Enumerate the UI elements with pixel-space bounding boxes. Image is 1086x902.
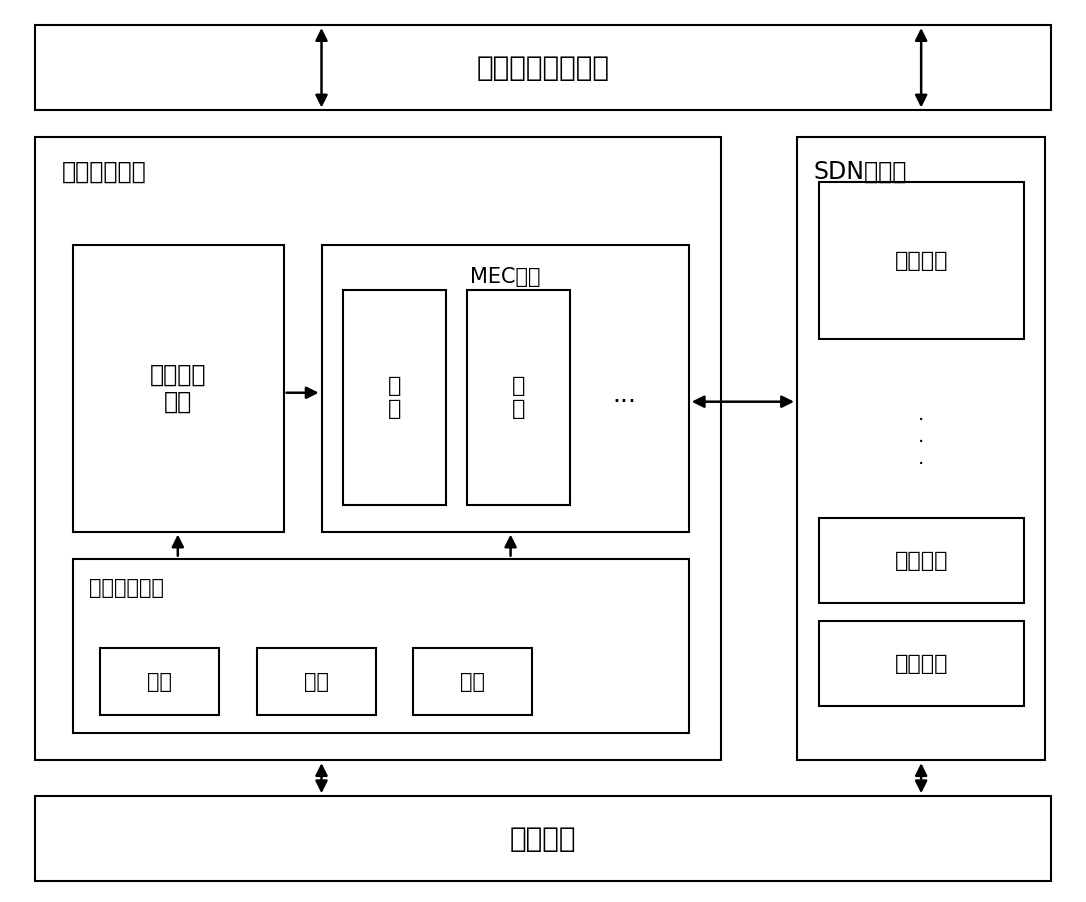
Bar xyxy=(819,182,1024,339)
Bar xyxy=(343,290,445,505)
Bar xyxy=(256,649,376,715)
Text: 底层网络: 底层网络 xyxy=(509,824,577,852)
Text: 扩展模块: 扩展模块 xyxy=(895,251,948,271)
Text: 移动边缘系统管理: 移动边缘系统管理 xyxy=(477,54,609,82)
Text: ···: ··· xyxy=(613,390,636,414)
Bar xyxy=(35,137,721,760)
Bar xyxy=(321,244,689,531)
Text: 存储: 存储 xyxy=(304,672,329,692)
Text: 应
用: 应 用 xyxy=(512,375,526,419)
Text: 移动边缘主机: 移动边缘主机 xyxy=(62,160,147,184)
Bar xyxy=(100,649,219,715)
Text: 应
用: 应 用 xyxy=(388,375,401,419)
Bar xyxy=(797,137,1046,760)
Bar xyxy=(467,290,570,505)
Text: 网络: 网络 xyxy=(460,672,485,692)
Bar xyxy=(73,244,283,531)
Bar xyxy=(819,519,1024,603)
Bar xyxy=(414,649,532,715)
Text: 移动边缘
平台: 移动边缘 平台 xyxy=(150,363,206,414)
Text: 拓扑管理: 拓扑管理 xyxy=(895,654,948,674)
Bar xyxy=(73,558,689,733)
Bar xyxy=(35,796,1051,881)
Bar xyxy=(819,621,1024,706)
Bar xyxy=(35,25,1051,110)
Text: ·
·
·: · · · xyxy=(918,410,924,474)
Text: 路由管理: 路由管理 xyxy=(895,551,948,571)
Text: MEC应用: MEC应用 xyxy=(470,267,541,287)
Text: SDN控制器: SDN控制器 xyxy=(813,160,907,184)
Text: 虚拟基础设施: 虚拟基础设施 xyxy=(89,578,164,598)
Text: 计算: 计算 xyxy=(147,672,172,692)
